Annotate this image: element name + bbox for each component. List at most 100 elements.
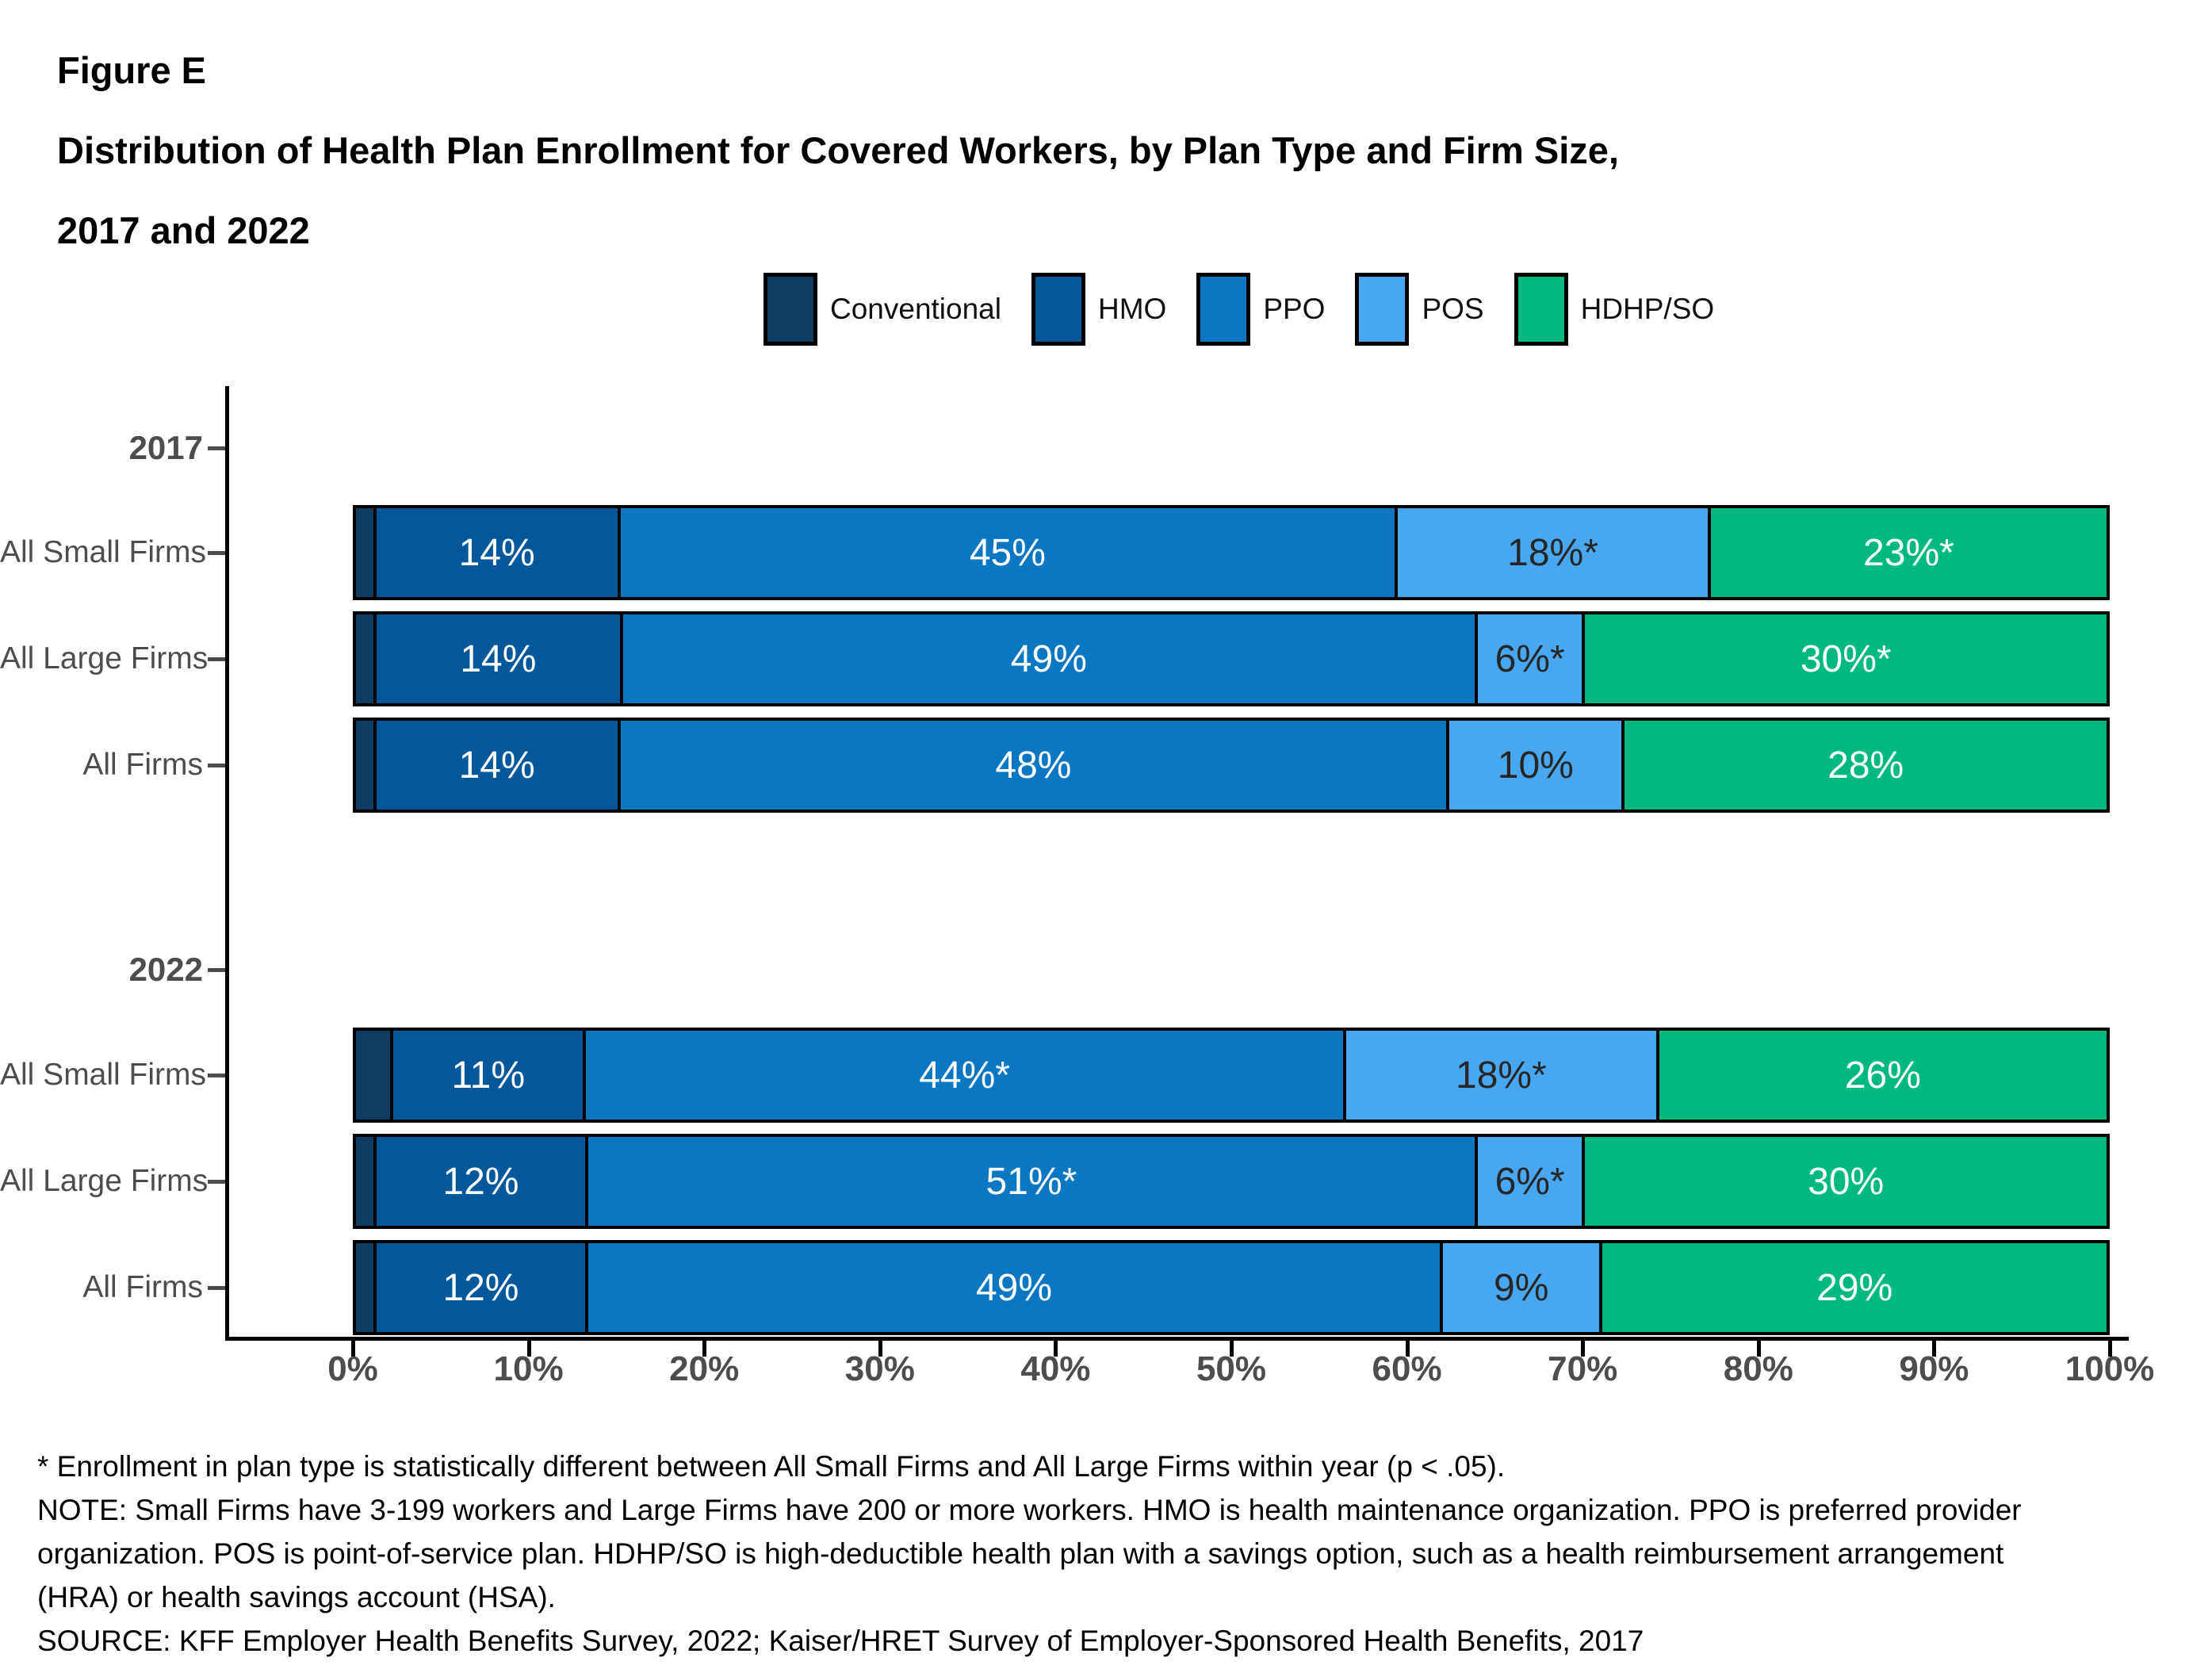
x-axis-tick bbox=[702, 1341, 707, 1357]
bar-segment-pos: 9% bbox=[1440, 1243, 1600, 1332]
bar-segment-hmo: 14% bbox=[373, 721, 618, 810]
bar-row: 14% 45% 18%* 23%* bbox=[353, 505, 2110, 600]
bar-segment-ppo: 48% bbox=[617, 721, 1447, 810]
bar-segment-hdhp-so: 23%* bbox=[1707, 508, 2107, 597]
category-label: All Small Firms bbox=[0, 1058, 206, 1092]
bar-row: 14% 48% 10% 28% bbox=[353, 718, 2110, 813]
x-axis-tick bbox=[1054, 1341, 1058, 1357]
segment-value-label: 18%* bbox=[1456, 1054, 1547, 1097]
bar-segment-hmo: 11% bbox=[390, 1031, 584, 1120]
segment-value-label: 9% bbox=[1494, 1266, 1549, 1309]
footnote-note-1: NOTE: Small Firms have 3-199 workers and… bbox=[37, 1494, 2022, 1526]
bar-segment-conventional bbox=[356, 721, 373, 810]
legend-item: Conventional bbox=[763, 273, 1001, 346]
footnote-note-3: (HRA) or health savings account (HSA). bbox=[37, 1581, 556, 1613]
year-label: 2022 bbox=[128, 951, 203, 988]
x-axis-tick bbox=[1756, 1341, 1761, 1357]
legend-label: POS bbox=[1422, 293, 1484, 325]
x-tick-label: 40% bbox=[1020, 1349, 1091, 1388]
segment-value-label: 6%* bbox=[1494, 1160, 1565, 1203]
bar-segment-conventional bbox=[356, 614, 373, 703]
x-tick-label: 50% bbox=[1196, 1349, 1267, 1388]
x-axis-tick bbox=[878, 1341, 882, 1357]
bar-segment-hdhp-so: 29% bbox=[1599, 1243, 2107, 1332]
category-label: All Small Firms bbox=[0, 535, 206, 569]
y-axis-tick bbox=[208, 1180, 225, 1184]
figure-title-years: 2017 and 2022 bbox=[57, 209, 310, 251]
segment-value-label: 45% bbox=[969, 531, 1046, 574]
segment-value-label: 14% bbox=[460, 637, 537, 680]
x-axis-tick bbox=[351, 1341, 355, 1357]
segment-value-label: 44%* bbox=[919, 1054, 1010, 1097]
y-axis-tick bbox=[208, 657, 225, 661]
x-axis-tick bbox=[1405, 1341, 1410, 1357]
bar-segment-hmo: 12% bbox=[373, 1243, 585, 1332]
y-axis-line bbox=[225, 386, 229, 1341]
x-tick-label: 20% bbox=[669, 1349, 740, 1388]
y-axis-tick bbox=[208, 968, 225, 972]
bar-segment-hmo: 14% bbox=[373, 508, 618, 597]
bar-segment-pos: 6%* bbox=[1474, 614, 1582, 703]
legend-label: PPO bbox=[1263, 293, 1326, 325]
category-label: All Firms bbox=[82, 748, 203, 782]
page-title: Figure E Distribution of Health Plan Enr… bbox=[57, 30, 1619, 270]
segment-value-label: 30%* bbox=[1800, 637, 1892, 680]
bar-segment-ppo: 45% bbox=[617, 508, 1395, 597]
x-axis-tick bbox=[1230, 1341, 1234, 1357]
bar-segment-conventional bbox=[356, 1031, 391, 1120]
x-tick-label: 80% bbox=[1723, 1349, 1793, 1388]
x-tick-label: 100% bbox=[2065, 1349, 2155, 1388]
legend-swatch-icon bbox=[1031, 273, 1085, 346]
bar-segment-ppo: 49% bbox=[619, 614, 1475, 703]
category-label: All Firms bbox=[82, 1270, 203, 1304]
legend: Conventional HMO PPO POS HDHP/SO bbox=[763, 273, 1744, 346]
category-label: All Large Firms bbox=[0, 641, 209, 676]
bar-segment-hdhp-so: 26% bbox=[1655, 1031, 2107, 1120]
legend-label: Conventional bbox=[830, 293, 1001, 325]
legend-swatch-icon bbox=[1196, 273, 1251, 346]
x-tick-label: 0% bbox=[327, 1349, 378, 1388]
footnote-note-2: organization. POS is point-of-service pl… bbox=[37, 1537, 2004, 1570]
segment-value-label: 14% bbox=[458, 744, 535, 787]
y-axis-tick bbox=[208, 446, 225, 450]
figure-number: Figure E bbox=[57, 49, 207, 91]
segment-value-label: 48% bbox=[995, 744, 1072, 787]
figure-title-line: Distribution of Health Plan Enrollment f… bbox=[57, 129, 1619, 171]
y-axis-tick bbox=[208, 764, 225, 767]
bar-segment-ppo: 51%* bbox=[584, 1137, 1475, 1226]
bar-row: 12% 51%* 6%* 30% bbox=[353, 1134, 2110, 1229]
bar-segment-ppo: 49% bbox=[584, 1243, 1441, 1332]
segment-value-label: 23%* bbox=[1863, 531, 1954, 574]
bar-segment-hdhp-so: 30%* bbox=[1582, 614, 2107, 703]
segment-value-label: 26% bbox=[1844, 1054, 1921, 1097]
x-tick-label: 30% bbox=[844, 1349, 915, 1388]
bar-segment-conventional bbox=[356, 1137, 373, 1226]
bar-segment-pos: 6%* bbox=[1474, 1137, 1582, 1226]
segment-value-label: 49% bbox=[1010, 637, 1087, 680]
bar-segment-ppo: 44%* bbox=[583, 1031, 1344, 1120]
footnotes: * Enrollment in plan type is statistical… bbox=[37, 1445, 2022, 1663]
legend-swatch-icon bbox=[763, 273, 817, 346]
legend-item: PPO bbox=[1196, 273, 1325, 346]
y-axis-tick bbox=[208, 1074, 225, 1077]
legend-item: HMO bbox=[1031, 273, 1166, 346]
year-label: 2017 bbox=[128, 429, 203, 466]
category-label: All Large Firms bbox=[0, 1164, 209, 1198]
bar-segment-hmo: 12% bbox=[373, 1137, 585, 1226]
x-tick-label: 90% bbox=[1899, 1349, 1969, 1388]
segment-value-label: 6%* bbox=[1494, 637, 1565, 680]
legend-label: HDHP/SO bbox=[1580, 293, 1715, 325]
bar-row: 12% 49% 9% 29% bbox=[353, 1240, 2110, 1335]
segment-value-label: 14% bbox=[458, 531, 535, 574]
legend-item: HDHP/SO bbox=[1514, 273, 1715, 346]
segment-value-label: 28% bbox=[1827, 744, 1904, 787]
segment-value-label: 11% bbox=[451, 1054, 526, 1097]
x-axis-tick bbox=[526, 1341, 531, 1357]
bar-segment-pos: 18%* bbox=[1343, 1031, 1656, 1120]
x-axis-line bbox=[225, 1337, 2129, 1341]
legend-label: HMO bbox=[1097, 293, 1167, 325]
footnote-significance: * Enrollment in plan type is statistical… bbox=[37, 1450, 1506, 1483]
segment-value-label: 12% bbox=[442, 1266, 519, 1309]
x-tick-label: 70% bbox=[1548, 1349, 1618, 1388]
